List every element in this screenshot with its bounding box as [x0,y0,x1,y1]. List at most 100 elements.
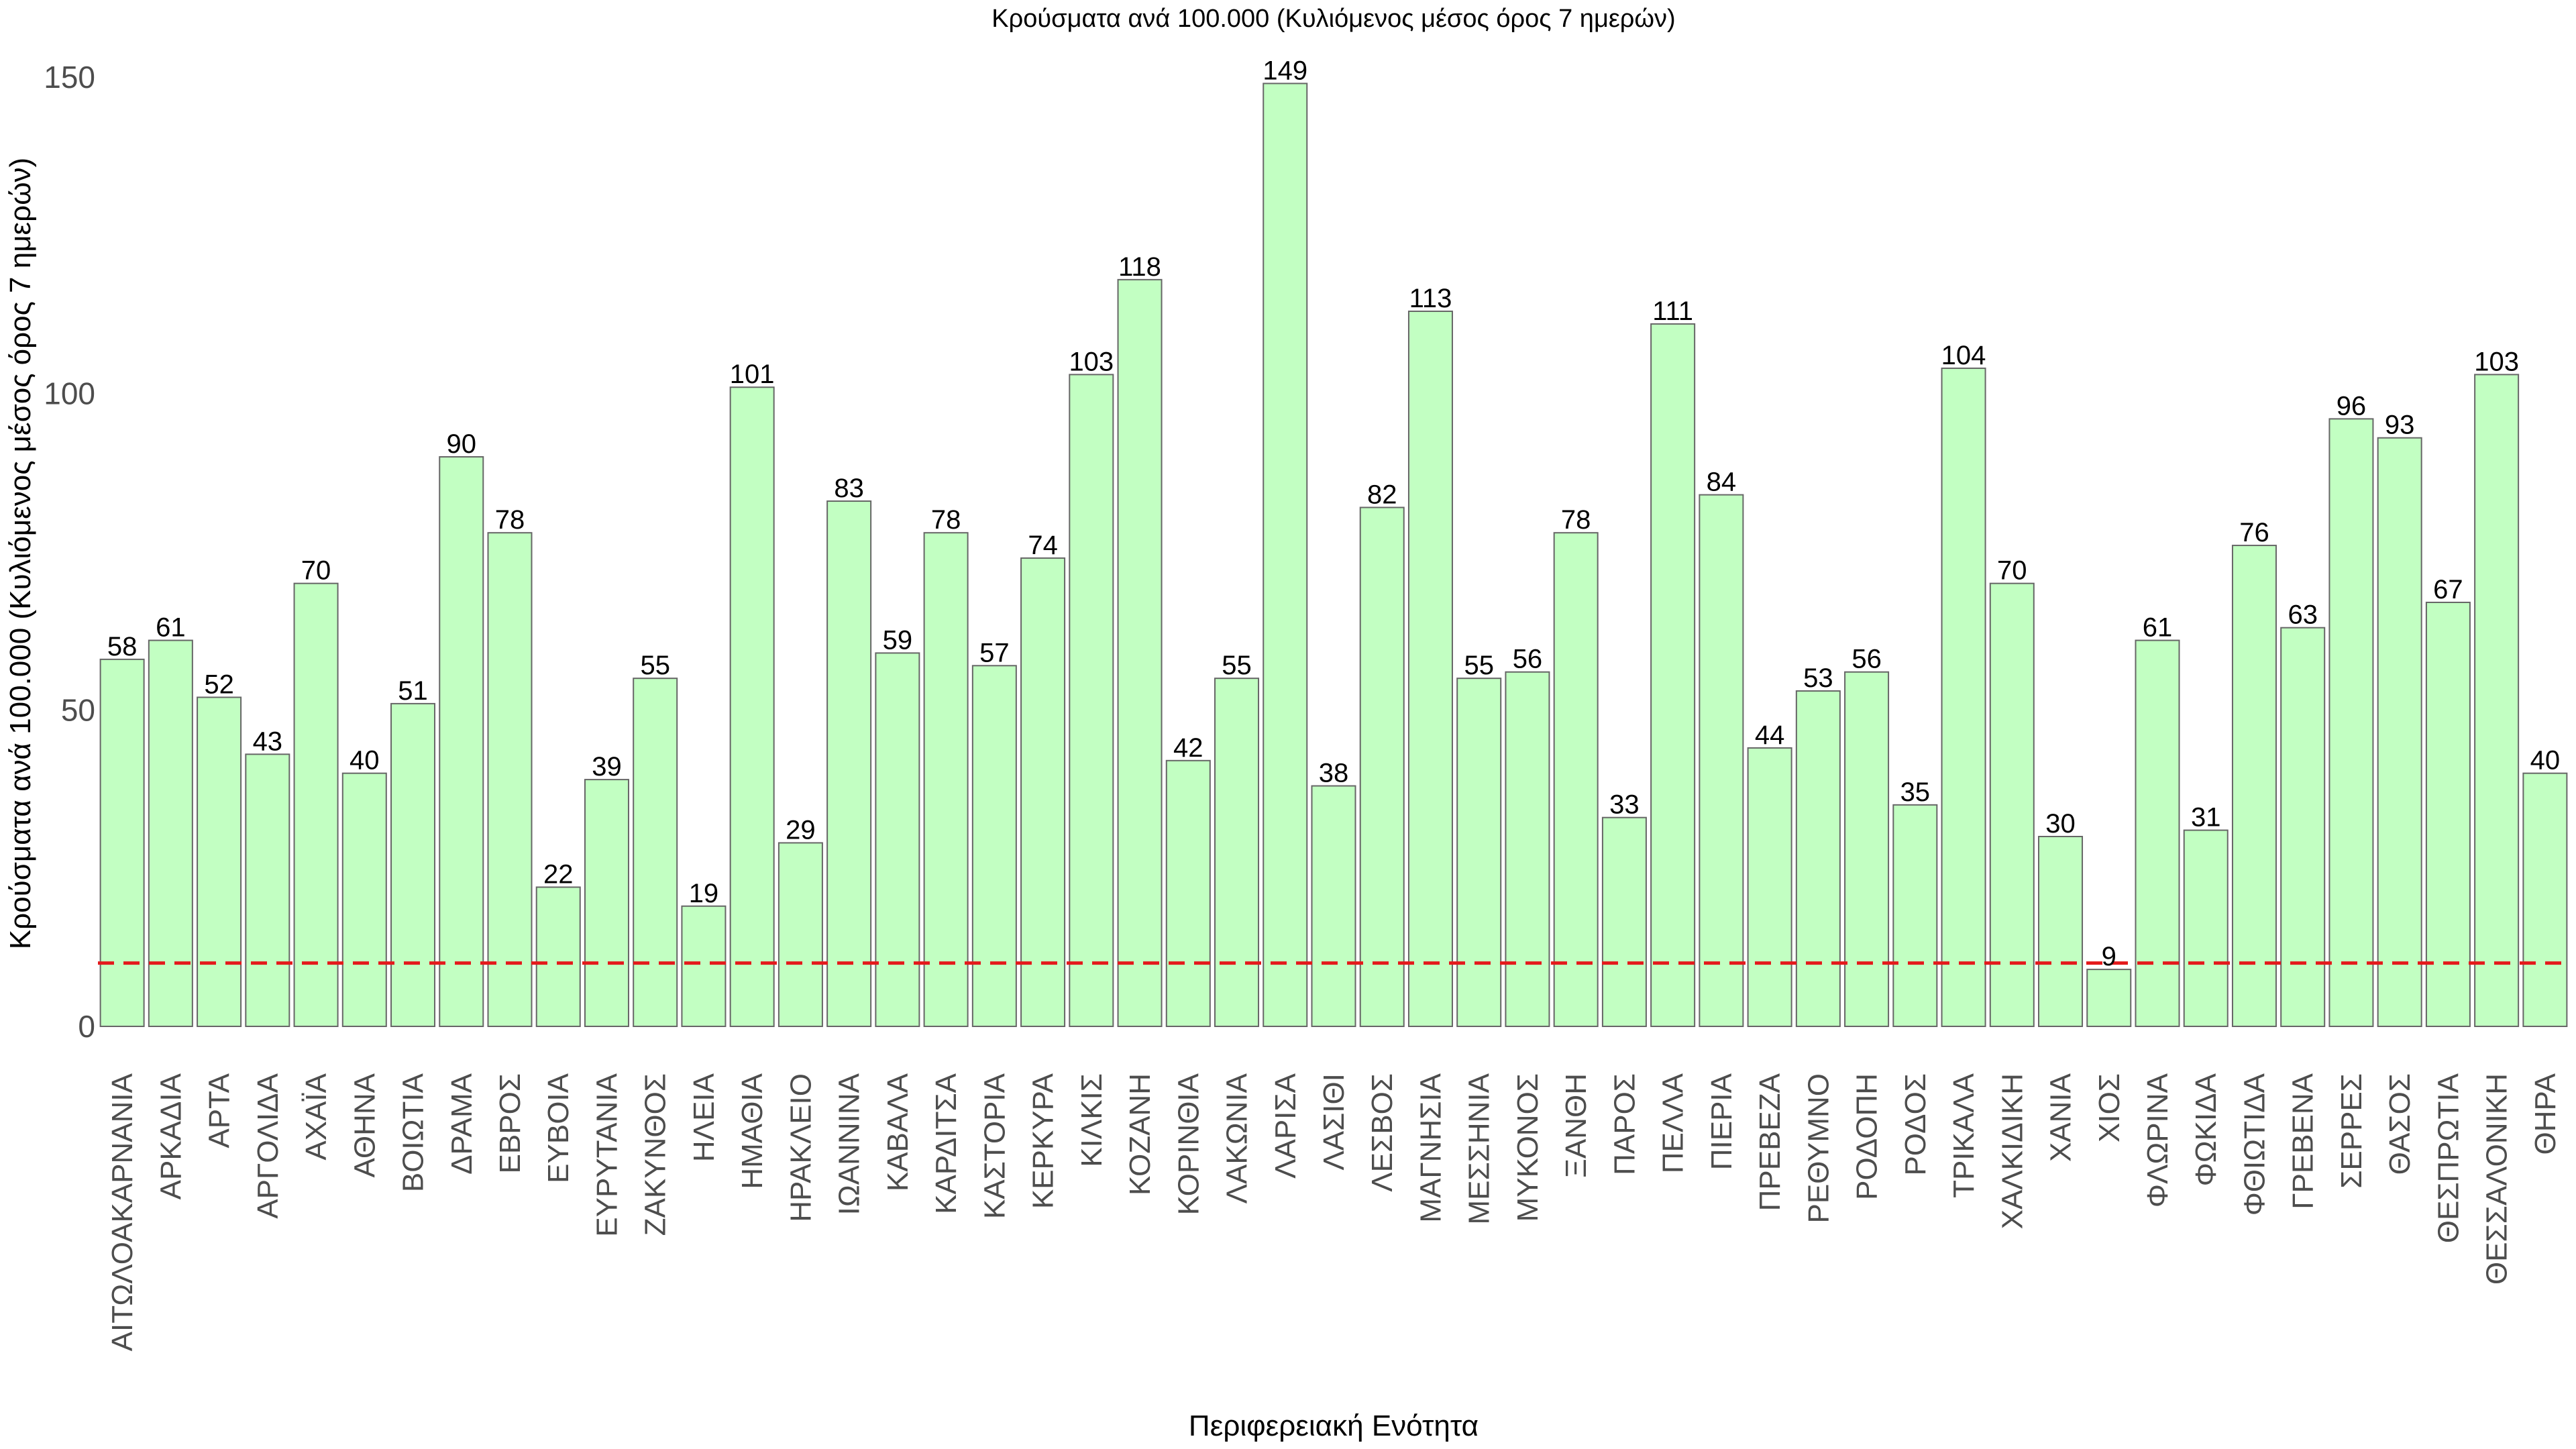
x-tick-label: ΚΙΛΚΙΣ [1075,1073,1108,1167]
bar [2135,639,2180,1027]
bar [1069,374,1114,1027]
data-label: 59 [883,625,913,655]
bar [2522,772,2568,1027]
x-tick-label: ΕΒΡΟΣ [494,1073,527,1173]
data-label: 70 [301,556,331,586]
bar [1601,816,1647,1027]
x-tick-label: ΠΡΕΒΕΖΑ [1754,1073,1786,1211]
data-label: 113 [1409,284,1452,313]
bar [1263,83,1308,1027]
x-tick-label: ΚΟΡΙΝΘΙΑ [1172,1073,1205,1215]
data-label: 55 [1222,651,1252,680]
x-tick-label: ΓΡΕΒΕΝΑ [2287,1073,2320,1209]
data-label: 53 [1803,663,1833,693]
x-tick-label: ΣΕΡΡΕΣ [2335,1073,2368,1189]
y-axis-title: Κρούσματα ανά 100.000 (Κυλιόμενος μέσος … [4,158,37,949]
y-tick-label: 100 [44,376,95,411]
data-labels: 58 61 52 43 70 40 51 90 78 22 39 55 19 101 29 83 59 78 57 7… [107,56,2560,971]
x-tick-label: ΠΑΡΟΣ [1608,1073,1641,1175]
data-label: 74 [1028,531,1058,560]
bar [148,639,193,1027]
bar [1892,804,1938,1028]
data-label: 9 [2102,942,2116,971]
data-label: 52 [204,669,234,699]
data-label: 58 [107,632,138,661]
x-tick-label: ΗΡΑΚΛΕΙΟ [784,1073,817,1222]
x-tick-label: ΒΟΙΩΤΙΑ [397,1073,430,1192]
bar [1941,367,1986,1027]
x-tick-label: ΘΕΣΣΑΛΟΝΙΚΗ [2481,1073,2514,1285]
x-tick-label: ΤΡΙΚΑΛΑ [1947,1073,1980,1198]
data-label: 29 [786,815,816,845]
bar [1553,532,1599,1027]
x-tick-label: ΚΑΣΤΟΡΙΑ [978,1073,1011,1219]
bars [99,83,2568,1028]
x-tick-label: ΛΑΚΩΝΙΑ [1221,1073,1254,1203]
x-axis-ticks: ΑΙΤΩΛΟΑΚΑΡΝΑΝΙΑ ΑΡΚΑΔΙΑ ΑΡΤΑ ΑΡΓΟΛΙΔΑ ΑΧΑΪΑ Α… [106,1073,2562,1351]
data-label: 67 [2433,575,2463,604]
x-tick-label: ΡΟΔΟΠΗ [1851,1073,1884,1200]
x-tick-label: ΚΕΡΚΥΡΑ [1027,1073,1060,1209]
x-tick-label: ΕΥΒΟΙΑ [542,1073,575,1183]
bar [923,532,969,1027]
x-tick-label: ΦΘΙΩΤΙΔΑ [2238,1073,2271,1216]
x-tick-label: ΖΑΚΥΝΘΟΣ [639,1073,672,1236]
data-label: 33 [1609,790,1640,820]
bar [1311,785,1356,1027]
x-tick-label: ΑΡΓΟΛΙΔΑ [252,1073,284,1218]
bar [826,500,872,1027]
bar [2377,437,2422,1027]
data-label: 103 [2474,347,2519,376]
data-label: 61 [156,613,186,643]
x-tick-label: ΞΑΝΘΗ [1560,1073,1593,1178]
bar [971,665,1017,1027]
bar [2183,829,2229,1027]
bar [584,779,629,1027]
y-axis-ticks: 0 50 100 150 [44,60,95,1044]
data-label: 78 [1561,505,1591,535]
x-tick-label: ΔΡΑΜΑ [445,1073,478,1174]
bar [390,702,436,1028]
bar [535,886,581,1028]
x-tick-label: ΛΕΣΒΟΣ [1366,1073,1399,1192]
bar [1795,690,1841,1027]
data-label: 149 [1263,56,1307,85]
data-label: 19 [689,879,719,908]
x-tick-label: ΜΕΣΣΗΝΙΑ [1463,1073,1496,1224]
bar [293,582,339,1027]
data-label: 118 [1118,252,1161,282]
data-label: 78 [931,505,961,535]
x-tick-label: ΠΕΛΛΑ [1657,1073,1690,1173]
x-tick-label: ΑΧΑΪΑ [300,1073,333,1160]
bar [439,456,484,1027]
x-tick-label: ΘΑΣΟΣ [2383,1073,2416,1175]
bar [341,772,387,1027]
data-label: 38 [1319,759,1349,788]
bar [245,753,290,1028]
bar [633,678,678,1027]
data-label: 51 [398,676,428,706]
data-label: 78 [495,505,525,535]
bar [1505,671,1550,1027]
bar [2231,545,2277,1027]
x-tick-label: ΗΜΑΘΙΑ [736,1073,769,1189]
data-label: 103 [1069,347,1114,376]
x-tick-label: ΗΛΕΙΑ [688,1073,720,1162]
bar [1020,557,1066,1027]
bar [197,696,242,1027]
x-tick-label: ΛΑΡΙΣΑ [1269,1073,1302,1179]
bar [2038,836,2084,1027]
data-label: 93 [2385,411,2415,440]
bar [681,905,727,1028]
bar [2086,969,2132,1027]
data-label: 83 [834,474,864,503]
bar [1359,506,1405,1027]
x-tick-label: ΦΩΚΙΔΑ [2190,1073,2222,1186]
data-label: 76 [2239,518,2269,547]
x-tick-label: ΡΟΔΟΣ [1899,1073,1932,1176]
data-label: 39 [592,752,622,782]
chart-title: Κρούσματα ανά 100.000 (Κυλιόμενος μέσος … [991,5,1675,33]
data-label: 56 [1851,645,1882,674]
bar [1844,671,1890,1027]
